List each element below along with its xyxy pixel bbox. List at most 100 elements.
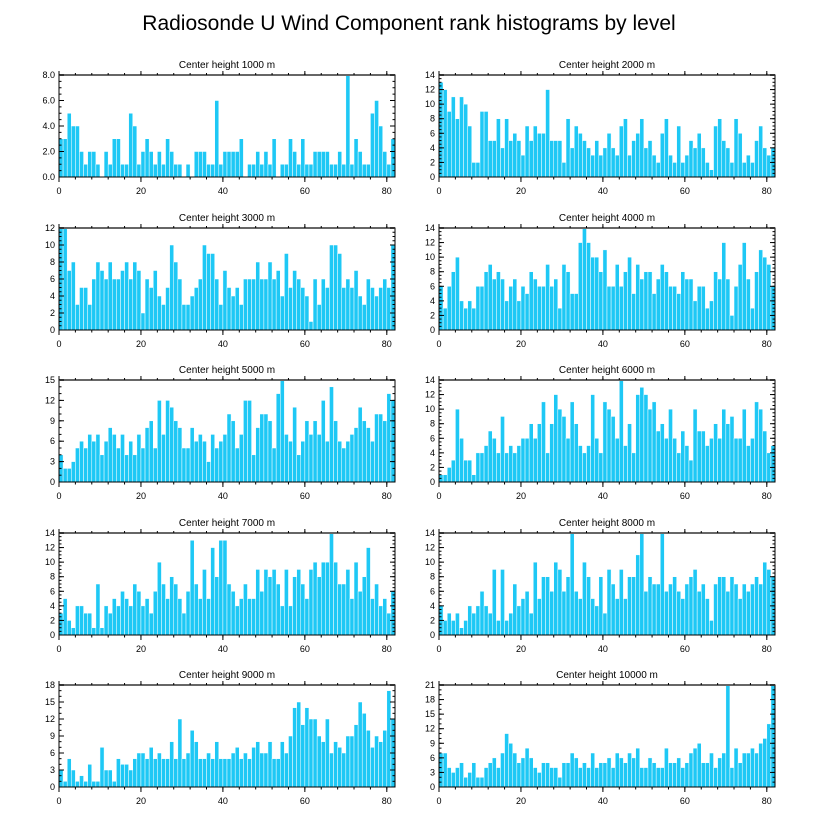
bar [483, 767, 489, 788]
bar [614, 154, 620, 178]
bar [660, 264, 665, 331]
bar [471, 162, 477, 178]
bar [619, 125, 624, 178]
bar [239, 598, 244, 636]
bar [455, 767, 460, 788]
bar [79, 287, 84, 331]
y-tick-label: 10 [425, 99, 435, 109]
bar [680, 598, 686, 636]
bar [627, 423, 632, 483]
bar [193, 741, 199, 788]
bar [284, 434, 289, 483]
bar [696, 286, 702, 331]
bar [173, 583, 179, 636]
bar [169, 576, 174, 636]
y-tick-label: 2 [50, 615, 55, 625]
bar [66, 113, 72, 178]
bar [353, 138, 359, 178]
bar [573, 125, 579, 178]
bar [288, 440, 293, 483]
bar [120, 270, 125, 331]
bar [512, 278, 518, 331]
bar [193, 440, 199, 483]
bar [206, 164, 211, 178]
bar [578, 242, 583, 331]
bar [189, 295, 195, 331]
bar [582, 227, 587, 331]
bar [378, 125, 383, 178]
bar [263, 151, 269, 178]
bar [463, 103, 468, 178]
bar [267, 576, 273, 636]
bar [532, 278, 538, 331]
x-tick-label: 40 [598, 644, 608, 654]
bar [202, 151, 207, 178]
bar [561, 264, 567, 331]
bar [746, 752, 751, 788]
bar [349, 434, 355, 483]
bar [455, 612, 460, 636]
bar [370, 440, 375, 483]
bar [107, 769, 113, 788]
bar [590, 154, 595, 178]
bar [329, 244, 334, 331]
bar [619, 379, 624, 483]
bar [713, 125, 718, 178]
bar [222, 434, 228, 483]
bar [312, 420, 318, 483]
bar [541, 762, 546, 788]
bar [103, 440, 109, 483]
bar [696, 743, 702, 788]
bar [700, 762, 706, 788]
bar [446, 767, 452, 788]
bar [128, 278, 134, 331]
bar [148, 151, 154, 178]
bar [557, 777, 563, 788]
bar [177, 164, 183, 178]
bar [91, 151, 97, 178]
bar [459, 96, 464, 178]
bar [136, 164, 142, 178]
bar [185, 164, 191, 178]
bar [545, 452, 550, 483]
bar [725, 591, 731, 636]
bar [374, 583, 379, 636]
bar [132, 454, 138, 483]
x-tick-label: 60 [680, 186, 690, 196]
y-tick-label: 9 [430, 738, 435, 748]
bar [688, 459, 694, 483]
bar [214, 278, 220, 331]
panel-title: Center height 8000 m [559, 518, 655, 529]
bar [210, 434, 215, 483]
bar [582, 762, 587, 788]
bar [144, 758, 150, 788]
y-tick-label: 4 [50, 601, 55, 611]
bar [267, 420, 273, 483]
bar [300, 287, 306, 331]
bar [259, 278, 265, 331]
bar [565, 576, 571, 636]
y-tick-label: 0 [50, 630, 55, 640]
bar [766, 154, 772, 178]
bar [569, 752, 575, 788]
y-tick-label: 6.0 [42, 96, 55, 106]
y-tick-label: 6 [430, 433, 435, 443]
bar [471, 307, 477, 331]
bar [255, 741, 261, 788]
bar [75, 125, 80, 178]
bar [532, 561, 538, 636]
y-tick-label: 3 [430, 767, 435, 777]
y-tick-label: 8 [430, 114, 435, 124]
bar [374, 735, 379, 788]
bar [300, 440, 306, 483]
bar [230, 420, 236, 483]
bar [157, 561, 162, 636]
bar [157, 400, 162, 483]
bar [565, 118, 571, 178]
bar [230, 752, 236, 788]
y-tick-label: 2 [430, 462, 435, 472]
chart-panel-7: Center height 7000 m 0 2 4 6 8 10 12 14 0 20 40 60 80 [45, 518, 396, 654]
y-tick-label: 10 [425, 252, 435, 262]
bar [75, 781, 80, 788]
bar [247, 164, 252, 178]
